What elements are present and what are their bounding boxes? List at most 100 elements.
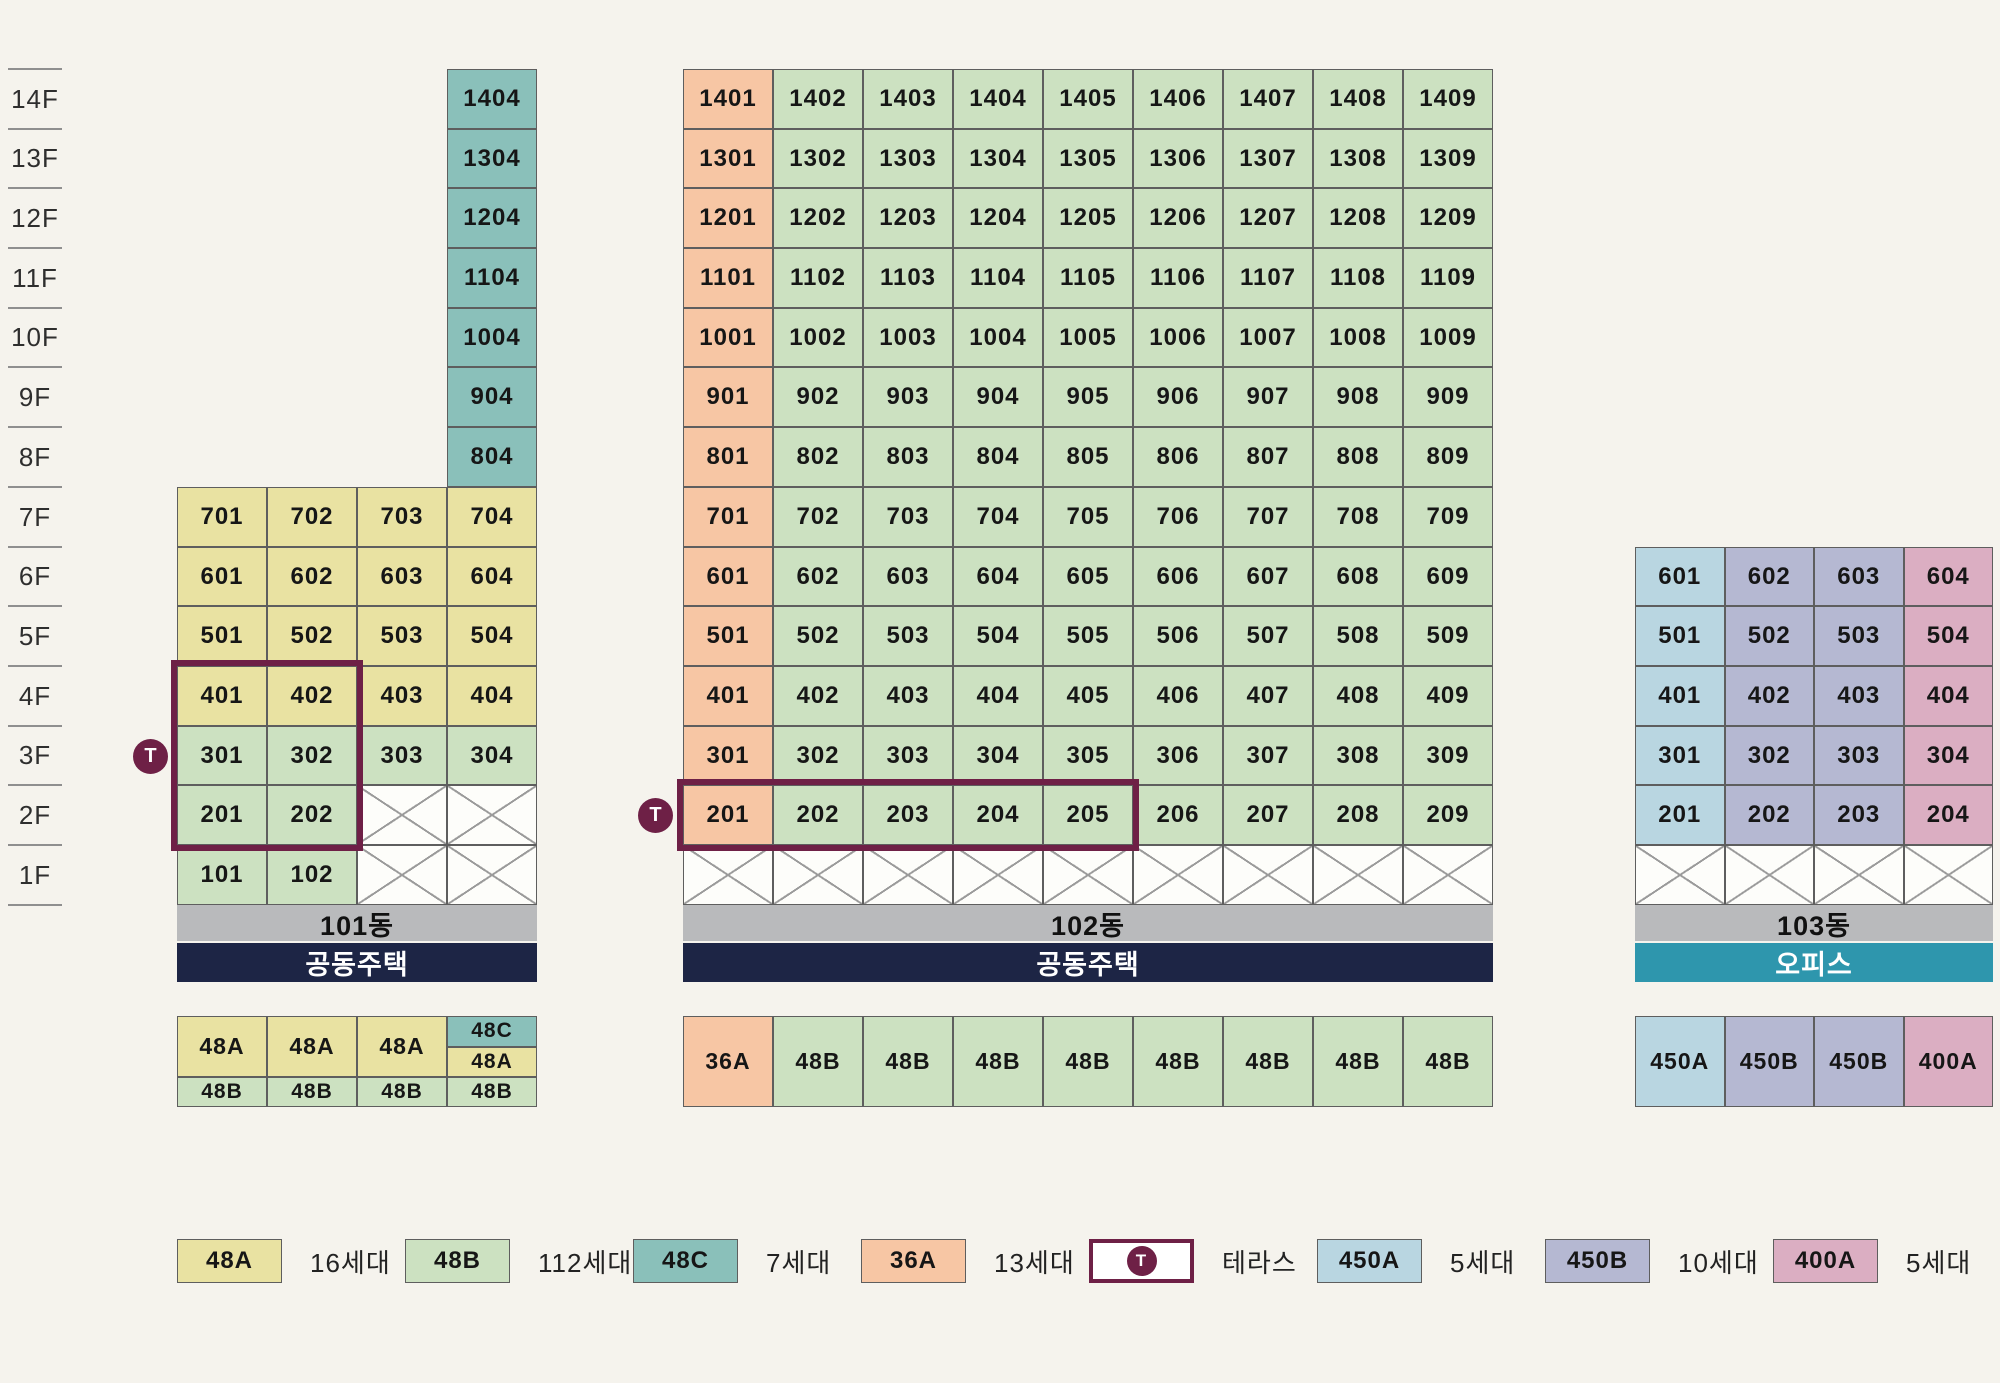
unit-cell[interactable]: 504 <box>953 606 1043 666</box>
unit-cell[interactable]: 202 <box>267 785 357 845</box>
unit-cell[interactable]: 904 <box>447 367 537 427</box>
unit-cell[interactable]: 503 <box>357 606 447 666</box>
unit-cell[interactable]: 205 <box>1043 785 1133 845</box>
unit-cell[interactable]: 604 <box>953 547 1043 606</box>
unit-cell[interactable]: 203 <box>1814 785 1904 845</box>
unit-cell[interactable]: 1104 <box>953 248 1043 308</box>
unit-cell[interactable]: 1403 <box>863 69 953 129</box>
unit-cell[interactable]: 209 <box>1403 785 1493 845</box>
unit-cell[interactable]: 603 <box>1814 547 1904 606</box>
unit-cell[interactable]: 402 <box>1724 666 1814 726</box>
unit-cell[interactable]: 1309 <box>1403 129 1493 188</box>
unit-cell[interactable]: 501 <box>1635 606 1725 666</box>
unit-cell[interactable]: 1301 <box>683 129 773 188</box>
unit-cell[interactable]: 204 <box>1903 785 1993 845</box>
unit-cell[interactable]: 1408 <box>1313 69 1403 129</box>
unit-cell[interactable]: 704 <box>953 487 1043 547</box>
unit-cell[interactable]: 1008 <box>1313 308 1403 367</box>
unit-cell[interactable]: 1405 <box>1043 69 1133 129</box>
unit-cell[interactable]: 703 <box>863 487 953 547</box>
unit-cell[interactable]: 503 <box>1814 606 1904 666</box>
unit-cell[interactable]: 1306 <box>1133 129 1223 188</box>
unit-cell[interactable]: 808 <box>1313 427 1403 487</box>
unit-cell[interactable]: 1007 <box>1223 308 1313 367</box>
unit-cell[interactable]: 201 <box>1635 785 1725 845</box>
unit-cell[interactable]: 207 <box>1223 785 1313 845</box>
unit-cell[interactable]: 401 <box>177 666 267 726</box>
unit-cell[interactable]: 1204 <box>953 188 1043 248</box>
unit-cell[interactable]: 1104 <box>447 248 537 308</box>
unit-cell[interactable]: 601 <box>1635 547 1725 606</box>
unit-cell[interactable]: 201 <box>683 785 773 845</box>
unit-cell[interactable]: 508 <box>1313 606 1403 666</box>
unit-cell[interactable]: 1105 <box>1043 248 1133 308</box>
unit-cell[interactable]: 601 <box>177 547 267 606</box>
unit-cell[interactable]: 403 <box>1814 666 1904 726</box>
unit-cell[interactable]: 1204 <box>447 188 537 248</box>
unit-cell[interactable]: 1302 <box>773 129 863 188</box>
unit-cell[interactable]: 404 <box>953 666 1043 726</box>
unit-cell[interactable]: 806 <box>1133 427 1223 487</box>
unit-cell[interactable]: 1108 <box>1313 248 1403 308</box>
unit-cell[interactable]: 1102 <box>773 248 863 308</box>
unit-cell[interactable]: 803 <box>863 427 953 487</box>
unit-cell[interactable]: 902 <box>773 367 863 427</box>
unit-cell[interactable]: 702 <box>267 487 357 547</box>
unit-cell[interactable]: 204 <box>953 785 1043 845</box>
unit-cell[interactable]: 1201 <box>683 188 773 248</box>
unit-cell[interactable]: 1004 <box>953 308 1043 367</box>
unit-cell[interactable]: 308 <box>1313 726 1403 785</box>
unit-cell[interactable]: 804 <box>447 427 537 487</box>
unit-cell[interactable]: 1402 <box>773 69 863 129</box>
unit-cell[interactable]: 309 <box>1403 726 1493 785</box>
unit-cell[interactable]: 1202 <box>773 188 863 248</box>
unit-cell[interactable]: 402 <box>773 666 863 726</box>
unit-cell[interactable]: 1208 <box>1313 188 1403 248</box>
unit-cell[interactable]: 404 <box>447 666 537 726</box>
unit-cell[interactable]: 603 <box>357 547 447 606</box>
unit-cell[interactable]: 604 <box>447 547 537 606</box>
unit-cell[interactable]: 907 <box>1223 367 1313 427</box>
unit-cell[interactable]: 302 <box>773 726 863 785</box>
unit-cell[interactable]: 202 <box>773 785 863 845</box>
unit-cell[interactable]: 1404 <box>447 69 537 129</box>
unit-cell[interactable]: 1207 <box>1223 188 1313 248</box>
unit-cell[interactable]: 506 <box>1133 606 1223 666</box>
unit-cell[interactable]: 1206 <box>1133 188 1223 248</box>
unit-cell[interactable]: 302 <box>267 726 357 785</box>
unit-cell[interactable]: 307 <box>1223 726 1313 785</box>
unit-cell[interactable]: 903 <box>863 367 953 427</box>
unit-cell[interactable]: 301 <box>177 726 267 785</box>
unit-cell[interactable]: 1003 <box>863 308 953 367</box>
unit-cell[interactable]: 609 <box>1403 547 1493 606</box>
unit-cell[interactable]: 705 <box>1043 487 1133 547</box>
unit-cell[interactable]: 406 <box>1133 666 1223 726</box>
unit-cell[interactable]: 1205 <box>1043 188 1133 248</box>
unit-cell[interactable]: 804 <box>953 427 1043 487</box>
unit-cell[interactable]: 604 <box>1903 547 1993 606</box>
unit-cell[interactable]: 906 <box>1133 367 1223 427</box>
unit-cell[interactable]: 1209 <box>1403 188 1493 248</box>
unit-cell[interactable]: 407 <box>1223 666 1313 726</box>
unit-cell[interactable]: 602 <box>773 547 863 606</box>
unit-cell[interactable]: 1404 <box>953 69 1043 129</box>
unit-cell[interactable]: 208 <box>1313 785 1403 845</box>
unit-cell[interactable]: 502 <box>1724 606 1814 666</box>
unit-cell[interactable]: 809 <box>1403 427 1493 487</box>
unit-cell[interactable]: 807 <box>1223 427 1313 487</box>
unit-cell[interactable]: 603 <box>863 547 953 606</box>
unit-cell[interactable]: 602 <box>267 547 357 606</box>
unit-cell[interactable]: 404 <box>1903 666 1993 726</box>
unit-cell[interactable]: 706 <box>1133 487 1223 547</box>
unit-cell[interactable]: 503 <box>863 606 953 666</box>
unit-cell[interactable]: 505 <box>1043 606 1133 666</box>
unit-cell[interactable]: 702 <box>773 487 863 547</box>
unit-cell[interactable]: 509 <box>1403 606 1493 666</box>
unit-cell[interactable]: 701 <box>683 487 773 547</box>
unit-cell[interactable]: 1203 <box>863 188 953 248</box>
unit-cell[interactable]: 1107 <box>1223 248 1313 308</box>
unit-cell[interactable]: 303 <box>357 726 447 785</box>
unit-cell[interactable]: 301 <box>1635 726 1725 785</box>
unit-cell[interactable]: 502 <box>267 606 357 666</box>
unit-cell[interactable]: 403 <box>357 666 447 726</box>
